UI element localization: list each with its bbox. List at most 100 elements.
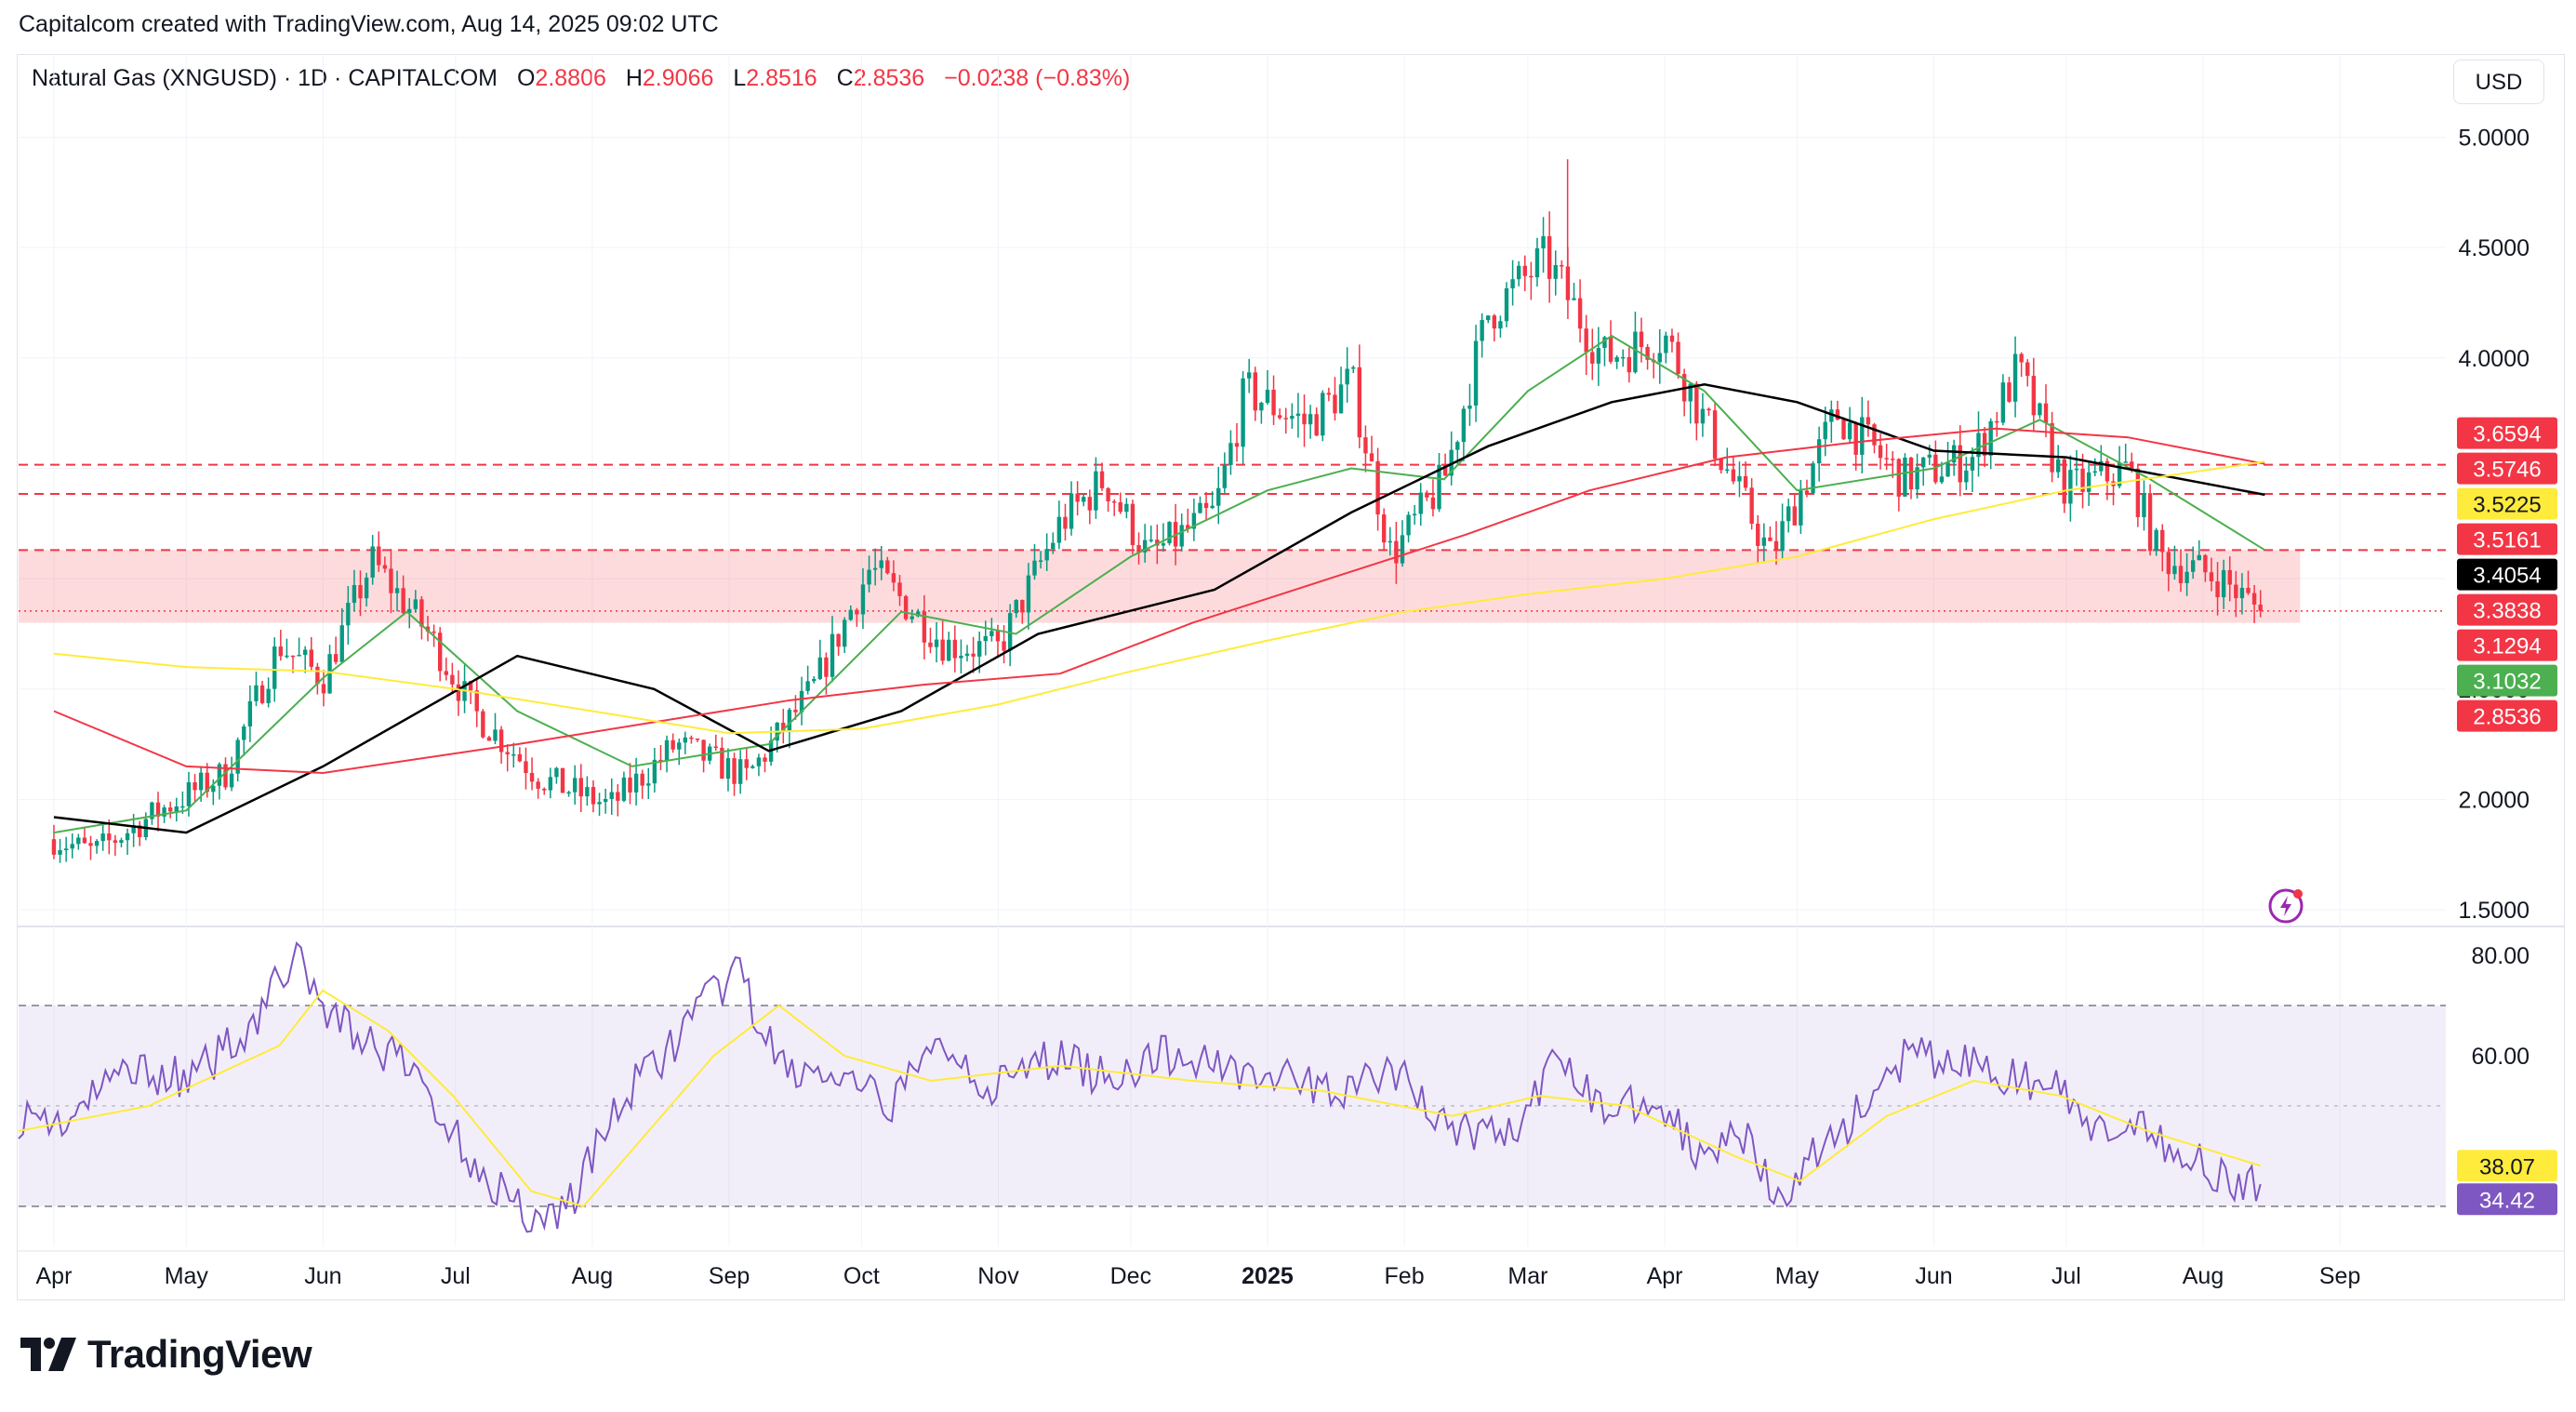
candle-body	[787, 709, 792, 732]
candle-body	[737, 759, 743, 784]
candle-body	[1534, 248, 1540, 278]
currency-button[interactable]: USD	[2453, 60, 2544, 104]
candle-body	[1400, 535, 1405, 564]
candle-body	[1510, 279, 1515, 288]
candle-body	[493, 729, 498, 741]
candle-body	[1142, 539, 1148, 553]
candle-body	[2000, 382, 2006, 423]
candle-body	[1547, 235, 1552, 279]
candle-body	[1044, 549, 1049, 561]
candle-body	[952, 639, 958, 659]
candle-body	[205, 772, 209, 793]
candle-body	[1082, 497, 1086, 502]
rsi-ma-line	[18, 989, 2262, 1207]
candle-body	[333, 654, 339, 662]
price-axis-label: 3.6594	[2473, 422, 2541, 447]
candle-body	[1596, 348, 1601, 364]
candle-body	[720, 747, 724, 779]
candle-body	[1694, 383, 1699, 424]
candle-body	[1069, 493, 1074, 529]
candle-body	[1504, 287, 1509, 322]
candle-body	[2025, 362, 2030, 377]
candle-body	[1253, 372, 1257, 411]
candle-body	[346, 603, 351, 626]
moving-average-line	[53, 334, 2265, 834]
candle-body	[616, 792, 620, 801]
candle-body	[1792, 506, 1797, 526]
candle-body	[2105, 460, 2110, 482]
symbol-legend[interactable]: Natural Gas (XNGUSD) · 1D · CAPITALCOM O…	[32, 65, 1143, 92]
candle-body	[394, 588, 400, 593]
candle-body	[505, 752, 510, 754]
candle-body	[198, 772, 204, 791]
candle-body	[1896, 459, 1902, 497]
time-tick-label: Jul	[2052, 1263, 2081, 1289]
price-axis-label-bg	[2457, 417, 2557, 449]
candle-body	[848, 609, 853, 620]
candle-body	[1271, 390, 1276, 416]
price-axis-label: 3.5746	[2473, 458, 2541, 483]
candle-body	[910, 616, 914, 619]
price-axis-label: 3.3838	[2473, 599, 2541, 624]
candle-body	[1063, 516, 1068, 529]
candle-body	[548, 777, 553, 791]
time-tick-label: May	[1775, 1263, 1820, 1289]
candle-body	[2246, 587, 2251, 593]
candle-body	[70, 844, 74, 849]
candle-body	[1706, 408, 1711, 411]
candle-body	[382, 565, 388, 569]
candle-body	[855, 609, 859, 615]
candle-body	[2074, 468, 2079, 471]
candle-body	[2050, 422, 2054, 473]
candle-body	[2043, 403, 2049, 423]
candle-body	[2117, 462, 2122, 486]
price-axis-label-bg	[2457, 664, 2557, 697]
candle-body	[1118, 502, 1122, 513]
candle-body	[1381, 514, 1387, 543]
candle-body	[229, 773, 234, 788]
candle-body	[2031, 376, 2037, 416]
candle-body	[1026, 575, 1031, 613]
candle-body	[1155, 539, 1160, 546]
candle-body	[1712, 410, 1718, 460]
tradingview-logo[interactable]: TradingView	[20, 1332, 312, 1377]
time-tick-label: Jul	[441, 1263, 471, 1289]
candle-body	[1872, 424, 1877, 446]
price-axis-label-bg	[2457, 558, 2557, 591]
candle-body	[830, 633, 835, 677]
candle-body	[1891, 459, 1895, 460]
chart-canvas[interactable]: 5.00004.50004.00003.50003.00002.50002.00…	[0, 0, 2576, 1302]
candle-body	[1915, 467, 1919, 490]
candle-body	[1345, 368, 1349, 385]
candle-body	[1241, 378, 1245, 447]
candle-body	[193, 781, 197, 791]
candle-body	[1884, 458, 1889, 460]
candle-body	[1167, 522, 1172, 544]
candle-body	[211, 785, 216, 793]
candle-body	[750, 766, 755, 768]
candle-body	[1700, 408, 1706, 424]
candle-body	[1516, 265, 1521, 280]
candle-body	[1633, 331, 1638, 373]
candle-body	[928, 642, 933, 647]
candle-body	[1149, 539, 1153, 541]
rsi-tick-label: 60.00	[2471, 1044, 2530, 1070]
candle-body	[162, 807, 166, 817]
symbol-title[interactable]: Natural Gas (XNGUSD) · 1D · CAPITALCOM	[32, 65, 498, 91]
candle-body	[1216, 487, 1221, 506]
candle-body	[1590, 352, 1595, 364]
candle-body	[732, 758, 737, 784]
candle-body	[628, 777, 632, 793]
candle-body	[1051, 542, 1056, 550]
rsi-axis-label-bg	[2457, 1150, 2557, 1182]
candle-body	[1866, 417, 1871, 425]
candle-body	[603, 798, 608, 803]
candle-body	[1908, 457, 1914, 490]
candle-body	[1020, 600, 1025, 613]
candle-body	[989, 631, 994, 636]
candle-body	[1761, 537, 1767, 546]
candle-body	[217, 764, 222, 786]
candle-body	[689, 737, 694, 739]
candle-body	[1198, 502, 1202, 513]
candle-body	[259, 685, 265, 703]
